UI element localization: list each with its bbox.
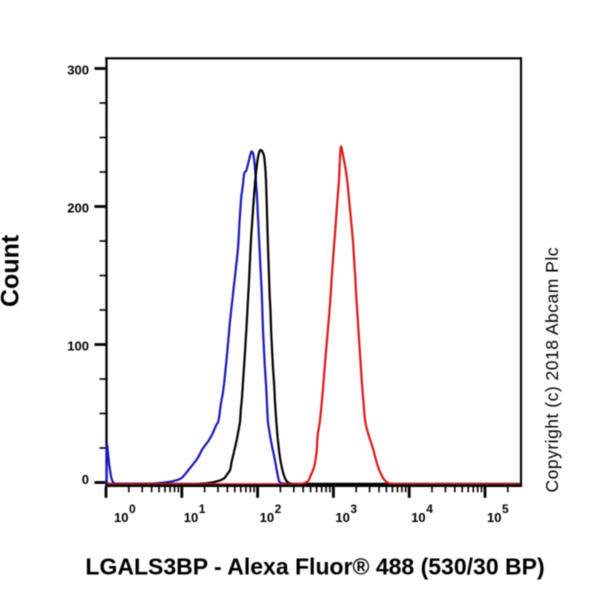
svg-text:100: 100 (67, 339, 89, 354)
svg-text:200: 200 (67, 201, 89, 216)
svg-text:5: 5 (502, 502, 509, 516)
svg-text:300: 300 (67, 63, 89, 78)
svg-text:2: 2 (275, 502, 282, 516)
svg-text:Count: Count (0, 234, 25, 307)
svg-text:0: 0 (82, 472, 89, 487)
svg-text:1: 1 (199, 502, 206, 516)
svg-text:10: 10 (260, 510, 274, 525)
svg-text:Copyright (c) 2018 Abcam Plc: Copyright (c) 2018 Abcam Plc (542, 247, 562, 493)
svg-text:10: 10 (487, 510, 501, 525)
svg-text:3: 3 (350, 502, 357, 516)
svg-text:10: 10 (411, 510, 425, 525)
svg-text:10: 10 (335, 510, 349, 525)
svg-text:LGALS3BP - Alexa Fluor® 488 (5: LGALS3BP - Alexa Fluor® 488 (530/30 BP) (85, 554, 544, 580)
svg-text:4: 4 (426, 502, 433, 516)
svg-text:0: 0 (129, 502, 136, 516)
svg-text:10: 10 (114, 510, 128, 525)
svg-text:10: 10 (184, 510, 198, 525)
